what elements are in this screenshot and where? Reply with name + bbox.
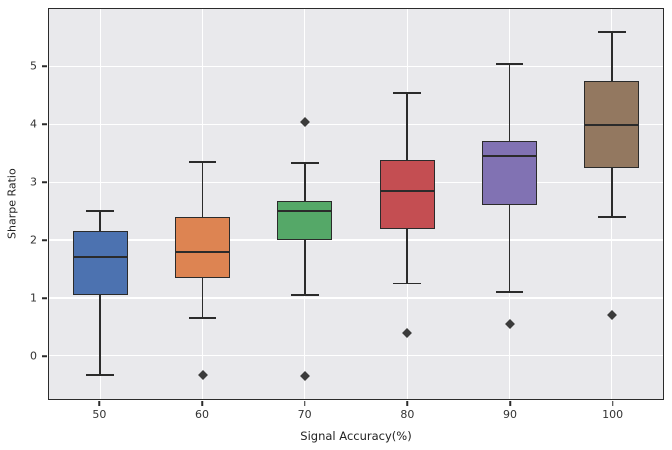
y-tick-mark — [42, 297, 47, 300]
median-line — [481, 155, 538, 158]
whisker-cap-bottom — [291, 294, 319, 296]
outlier-diamond — [402, 327, 413, 338]
box — [481, 140, 538, 206]
x-axis-label: Signal Accuracy(%) — [300, 429, 412, 443]
y-tick-label: 1 — [30, 291, 37, 305]
whisker-cap-bottom — [86, 373, 114, 376]
whisker-cap-top — [598, 31, 626, 33]
horizontal-gridline — [49, 66, 663, 68]
x-axis-ticks: 50 60 70 80 90 100 — [48, 400, 664, 426]
x-tick-mark — [406, 401, 409, 406]
horizontal-gridline — [49, 123, 663, 126]
y-tick-mark — [42, 123, 47, 125]
y-tick-mark — [42, 239, 47, 242]
whisker-cap-bottom — [495, 291, 524, 293]
horizontal-gridline — [49, 181, 663, 183]
x-tick-mark — [201, 401, 203, 406]
x-tick-mark — [509, 401, 511, 406]
vertical-gridline — [99, 9, 101, 399]
outlier-diamond — [299, 370, 310, 381]
box — [174, 217, 231, 278]
median-line — [174, 250, 231, 253]
median-line — [379, 190, 435, 192]
y-tick-label: 4 — [30, 117, 37, 131]
y-tick-label: 0 — [30, 349, 37, 363]
x-tick-mark — [98, 401, 101, 406]
x-tick-label: 100 — [602, 408, 624, 421]
x-tick-label: 60 — [195, 408, 209, 421]
whisker-cap-top — [393, 91, 421, 94]
whisker-cap-bottom — [393, 282, 421, 285]
outlier-diamond — [606, 310, 617, 321]
x-tick-label: 70 — [297, 408, 312, 421]
y-tick-mark — [42, 355, 47, 358]
y-tick-label: 3 — [30, 175, 37, 189]
plot-area — [48, 8, 664, 400]
whisker-cap-top — [86, 210, 114, 213]
whisker-cap-bottom — [188, 317, 217, 319]
median-line — [277, 210, 333, 213]
y-tick-mark — [42, 181, 47, 183]
whisker-cap-bottom — [598, 216, 626, 218]
median-line — [584, 123, 640, 126]
outlier-diamond — [197, 369, 208, 380]
y-tick-label: 2 — [30, 233, 37, 247]
whisker-cap-top — [495, 63, 524, 65]
whisker-cap-top — [188, 161, 217, 163]
box — [277, 200, 333, 241]
y-tick-label: 5 — [30, 59, 37, 73]
x-tick-label: 50 — [92, 408, 107, 421]
whisker-cap-top — [291, 162, 319, 165]
box — [379, 160, 435, 229]
y-axis-ticks: 0 1 2 3 4 5 — [0, 8, 48, 400]
y-tick-mark — [42, 65, 47, 67]
x-tick-mark — [611, 401, 614, 406]
x-tick-label: 80 — [400, 408, 415, 421]
box — [72, 231, 128, 295]
horizontal-gridline — [49, 297, 663, 299]
x-tick-mark — [303, 401, 306, 406]
x-tick-label: 90 — [503, 408, 517, 421]
outlier-diamond — [504, 318, 515, 329]
horizontal-gridline — [49, 355, 663, 357]
horizontal-gridline — [49, 239, 663, 241]
median-line — [72, 256, 128, 259]
